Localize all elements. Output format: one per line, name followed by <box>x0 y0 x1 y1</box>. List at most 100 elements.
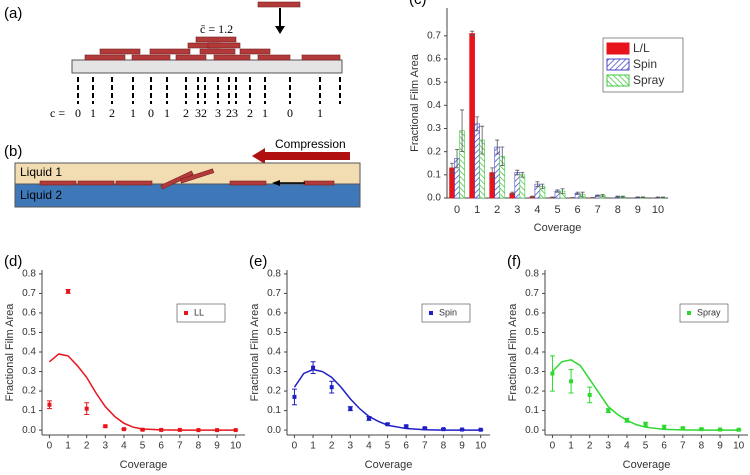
y-tick-label: 0.4 <box>22 347 36 358</box>
point <box>329 385 334 390</box>
point <box>550 371 555 376</box>
point <box>643 422 648 427</box>
x-tick-label: 6 <box>158 441 164 452</box>
point <box>718 427 723 432</box>
c-value: 1 <box>317 106 323 120</box>
point <box>404 424 409 429</box>
x-tick-label: 3 <box>514 204 520 216</box>
error-bar <box>495 139 500 155</box>
x-tick-label: 0 <box>454 204 460 216</box>
legend-swatch <box>606 58 630 71</box>
legend-label: Spin <box>633 57 657 71</box>
y-tick-label: 0.2 <box>427 146 441 157</box>
point <box>736 427 741 432</box>
c-value: 0 <box>148 106 154 120</box>
panel-label: (b) <box>4 143 22 160</box>
point <box>366 416 371 421</box>
rods <box>84 36 341 61</box>
x-tick-label: 4 <box>624 441 630 452</box>
x-tick-label: 8 <box>615 204 621 216</box>
y-axis-label: Fractional Film Area <box>249 303 261 402</box>
error-bar <box>595 194 600 197</box>
x-tick-label: 9 <box>459 441 465 452</box>
legend-label: LL <box>194 307 204 317</box>
x-tick-label: 0 <box>550 441 556 452</box>
x-tick-label: 4 <box>121 441 127 452</box>
x-axis-label: Coverage <box>365 459 413 471</box>
y-tick-label: 0.5 <box>22 327 36 338</box>
y-tick-label: 0.2 <box>22 386 36 397</box>
y-axis-label: Fractional Film Area <box>409 53 421 152</box>
c-value: 1 <box>164 106 170 120</box>
y-tick-label: 0.2 <box>525 386 539 397</box>
error-bar <box>500 146 505 166</box>
x-tick-label: 5 <box>140 441 146 452</box>
arrow-label: Compression <box>275 137 346 151</box>
y-tick-label: 0.5 <box>267 327 281 338</box>
x-tick-label: 2 <box>84 441 90 452</box>
panel-label: (c) <box>409 0 427 8</box>
compression-arrow-head <box>252 148 265 164</box>
liquid-2 <box>14 183 361 208</box>
bar <box>469 33 475 199</box>
error-bar <box>600 194 605 198</box>
legend-marker <box>184 311 188 315</box>
x-tick-label: 7 <box>680 441 686 452</box>
point <box>103 424 108 429</box>
error-bar <box>530 195 535 198</box>
point <box>478 427 483 432</box>
error-bar <box>515 169 520 176</box>
x-tick-label: 0 <box>47 441 53 452</box>
x-tick-label: 5 <box>385 441 391 452</box>
x-tick-label: 1 <box>474 204 480 216</box>
liquid-1-label: Liquid 1 <box>20 165 62 179</box>
panel-label: (a) <box>4 5 22 22</box>
fit-curve <box>551 359 739 431</box>
point <box>587 392 592 397</box>
y-axis-label: Fractional Film Area <box>4 303 16 402</box>
legend-box <box>176 303 226 323</box>
error-bar <box>520 172 525 178</box>
x-axis-label: Coverage <box>623 459 671 471</box>
c-value: 32 <box>195 106 207 120</box>
bar <box>474 123 480 199</box>
y-tick-label: 0.6 <box>22 308 36 319</box>
c-value: 0 <box>287 106 293 120</box>
error-bar <box>490 167 495 178</box>
bar <box>519 174 526 199</box>
x-tick-label: 10 <box>733 441 745 452</box>
y-tick-label: 0.1 <box>267 405 281 416</box>
error-bar <box>655 196 660 199</box>
legend-box <box>421 303 471 323</box>
y-tick-label: 0.6 <box>267 308 281 319</box>
y-tick-label: 0.4 <box>525 347 539 358</box>
y-tick-label: 0.3 <box>525 366 539 377</box>
legend-marker <box>687 311 691 315</box>
x-tick-label: 10 <box>475 441 487 452</box>
point <box>422 426 427 431</box>
panel-b: (b) Compression Liquid 1 Liquid 2 <box>4 137 361 208</box>
legend-swatch <box>606 42 630 55</box>
legend-swatch <box>606 74 630 87</box>
x-tick-label: 5 <box>554 204 560 216</box>
point <box>606 408 611 413</box>
c-value: 23 <box>226 106 238 120</box>
error-bar <box>470 30 475 37</box>
y-tick-label: 0.1 <box>22 405 36 416</box>
substrate <box>71 59 343 74</box>
x-tick-label: 3 <box>103 441 109 452</box>
error-bar <box>640 196 645 199</box>
y-tick-label: 0.8 <box>267 269 281 280</box>
point <box>121 427 126 432</box>
x-tick-label: 5 <box>643 441 649 452</box>
x-tick-label: 10 <box>230 441 242 452</box>
c-value: 1 <box>90 106 96 120</box>
y-tick-label: 0.0 <box>427 193 441 204</box>
c-value: 3 <box>215 106 221 120</box>
y-tick-label: 0.0 <box>525 425 539 436</box>
x-tick-label: 9 <box>635 204 641 216</box>
point <box>441 427 446 432</box>
y-tick-label: 0.5 <box>525 327 539 338</box>
point <box>292 394 297 399</box>
falling-rod <box>257 1 301 8</box>
